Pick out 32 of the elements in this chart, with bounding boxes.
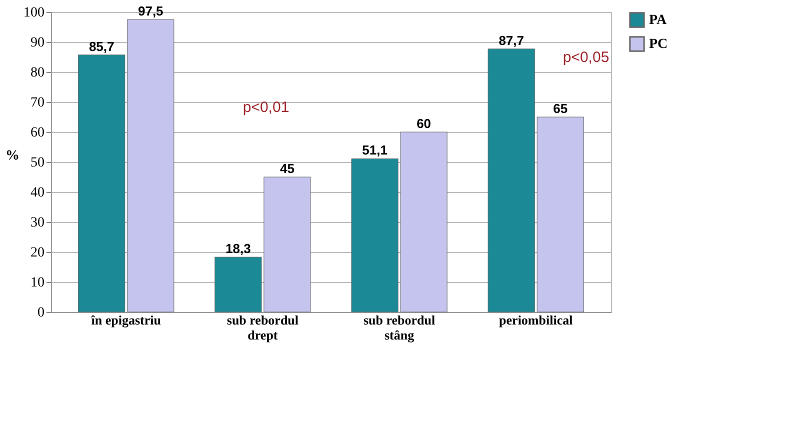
y-tick-label: 20 xyxy=(30,246,44,260)
annotation: p<0,01 xyxy=(242,99,290,116)
x-tick-label: periombilical xyxy=(499,312,574,328)
y-tick-label: 90 xyxy=(30,36,44,50)
y-tick-label: 40 xyxy=(30,186,44,200)
y-tick-label: 80 xyxy=(30,66,44,80)
legend-label: PA xyxy=(649,13,668,28)
bar xyxy=(488,48,535,312)
bar xyxy=(127,19,174,312)
data-label: 18,3 xyxy=(226,241,251,256)
data-label: 51,1 xyxy=(362,142,388,158)
y-tick-label: 60 xyxy=(30,126,44,140)
y-tick-label: 100 xyxy=(24,6,44,20)
data-label: 97,5 xyxy=(138,4,164,18)
y-axis-title: % xyxy=(6,148,20,164)
x-tick-label: sub rebordul stâng xyxy=(363,312,436,342)
data-label: 87,7 xyxy=(498,32,524,48)
legend-label: PC xyxy=(649,37,668,52)
y-tick-label: 10 xyxy=(30,276,44,290)
y-tick-label: 0 xyxy=(38,306,44,320)
y-tick-label: 70 xyxy=(30,96,44,110)
y-tick-label: 50 xyxy=(30,156,44,170)
data-label: 60 xyxy=(416,116,432,131)
bar xyxy=(78,54,126,312)
x-tick-label: sub rebordul drept xyxy=(226,312,299,342)
bar xyxy=(536,116,584,312)
y-tick-label: 30 xyxy=(30,216,44,230)
data-label: 85,7 xyxy=(88,38,114,54)
data-label: 65 xyxy=(553,101,568,116)
data-label: 45 xyxy=(280,161,294,176)
x-tick-label: în epigastriu xyxy=(90,312,161,328)
annotation: p<0,05 xyxy=(562,49,610,66)
